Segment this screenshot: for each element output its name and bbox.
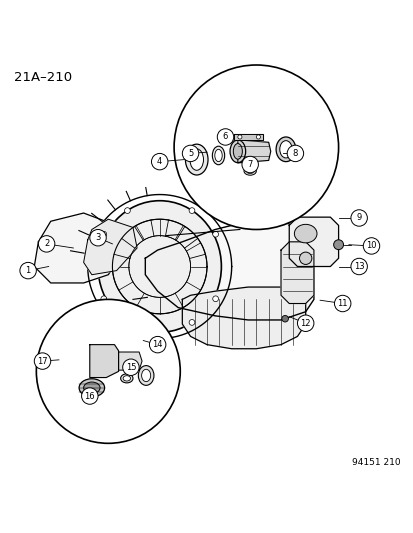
Text: 21A–210: 21A–210 bbox=[14, 71, 72, 84]
Text: 12: 12 bbox=[300, 319, 310, 328]
Ellipse shape bbox=[233, 143, 242, 159]
Circle shape bbox=[189, 208, 195, 213]
Text: 15: 15 bbox=[126, 363, 136, 372]
Circle shape bbox=[281, 316, 288, 322]
Ellipse shape bbox=[299, 252, 311, 264]
Polygon shape bbox=[233, 134, 262, 140]
Ellipse shape bbox=[120, 374, 133, 383]
Ellipse shape bbox=[246, 168, 253, 174]
Polygon shape bbox=[34, 213, 124, 283]
Circle shape bbox=[122, 359, 139, 375]
Circle shape bbox=[350, 259, 366, 274]
Text: 1: 1 bbox=[26, 266, 31, 275]
Circle shape bbox=[124, 320, 130, 325]
Text: 94151 210: 94151 210 bbox=[351, 458, 399, 467]
Circle shape bbox=[256, 135, 260, 139]
Ellipse shape bbox=[79, 379, 104, 397]
Text: 11: 11 bbox=[337, 299, 347, 308]
Circle shape bbox=[212, 231, 218, 237]
Text: 17: 17 bbox=[37, 357, 48, 366]
Circle shape bbox=[362, 238, 379, 254]
Polygon shape bbox=[182, 287, 305, 349]
Circle shape bbox=[287, 145, 303, 161]
Text: 6: 6 bbox=[222, 133, 228, 141]
Text: 4: 4 bbox=[157, 157, 162, 166]
Ellipse shape bbox=[243, 167, 256, 175]
Ellipse shape bbox=[141, 369, 150, 382]
Polygon shape bbox=[83, 219, 137, 274]
Circle shape bbox=[182, 145, 198, 161]
Circle shape bbox=[334, 295, 350, 312]
Text: 8: 8 bbox=[292, 149, 297, 158]
Circle shape bbox=[149, 336, 166, 353]
Circle shape bbox=[333, 240, 343, 249]
Polygon shape bbox=[289, 217, 338, 266]
Text: 5: 5 bbox=[188, 149, 193, 158]
Ellipse shape bbox=[98, 201, 221, 332]
Circle shape bbox=[212, 296, 218, 302]
Circle shape bbox=[36, 300, 180, 443]
Polygon shape bbox=[118, 352, 142, 370]
Ellipse shape bbox=[275, 137, 295, 161]
Ellipse shape bbox=[279, 141, 292, 158]
Ellipse shape bbox=[190, 149, 203, 170]
Text: 2: 2 bbox=[44, 239, 49, 248]
Ellipse shape bbox=[294, 224, 316, 243]
Ellipse shape bbox=[138, 366, 154, 385]
Text: 7: 7 bbox=[247, 160, 252, 169]
Circle shape bbox=[237, 135, 241, 139]
Ellipse shape bbox=[185, 144, 207, 175]
Circle shape bbox=[174, 65, 338, 230]
Circle shape bbox=[189, 320, 195, 325]
Text: 9: 9 bbox=[356, 214, 361, 222]
Circle shape bbox=[81, 388, 98, 404]
Ellipse shape bbox=[83, 382, 100, 393]
Circle shape bbox=[101, 296, 107, 302]
Ellipse shape bbox=[230, 140, 245, 163]
Circle shape bbox=[124, 208, 130, 213]
Polygon shape bbox=[280, 242, 313, 303]
Circle shape bbox=[90, 230, 106, 246]
Circle shape bbox=[34, 353, 51, 369]
Ellipse shape bbox=[214, 149, 222, 161]
Text: 3: 3 bbox=[95, 233, 100, 242]
Circle shape bbox=[38, 236, 55, 252]
Text: 10: 10 bbox=[366, 241, 376, 251]
Circle shape bbox=[350, 210, 366, 226]
Text: 16: 16 bbox=[84, 392, 95, 400]
Polygon shape bbox=[90, 345, 118, 377]
Circle shape bbox=[25, 264, 31, 271]
Ellipse shape bbox=[123, 376, 130, 381]
Circle shape bbox=[217, 129, 233, 145]
Polygon shape bbox=[145, 221, 313, 320]
Text: 13: 13 bbox=[353, 262, 363, 271]
Circle shape bbox=[241, 156, 258, 173]
Circle shape bbox=[151, 154, 168, 170]
Text: 14: 14 bbox=[152, 340, 162, 349]
Circle shape bbox=[101, 231, 107, 237]
Circle shape bbox=[297, 315, 313, 332]
Polygon shape bbox=[237, 140, 270, 163]
Ellipse shape bbox=[212, 146, 224, 165]
Circle shape bbox=[20, 262, 36, 279]
